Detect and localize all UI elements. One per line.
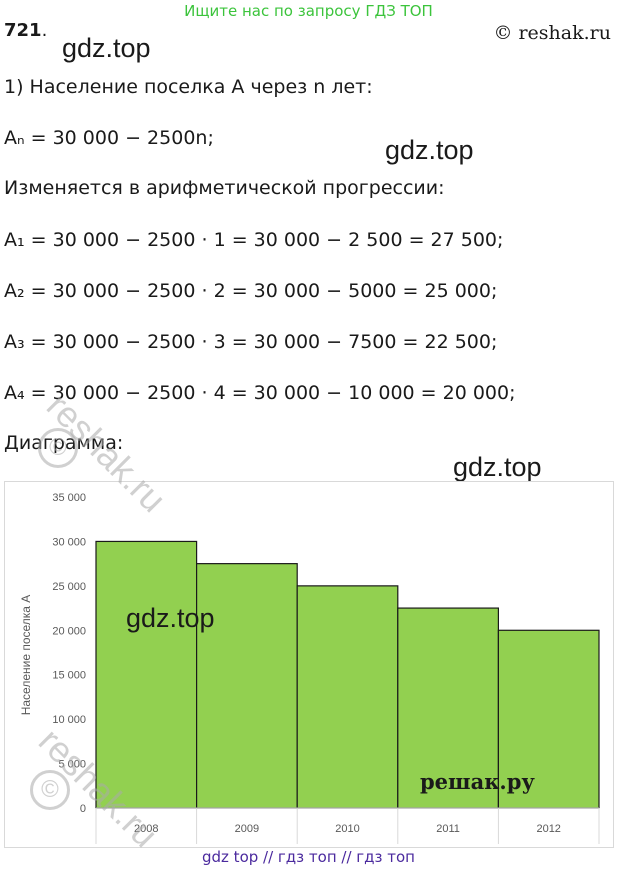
x-tick-label: 2012 — [536, 823, 560, 835]
reshak-ru-watermark: решак.ру — [420, 769, 535, 794]
term-a3: A₃ = 30 000 − 2500 · 3 = 30 000 − 7500 =… — [4, 331, 498, 353]
bar-2010 — [296, 585, 399, 809]
bar-2012 — [497, 629, 600, 809]
task-number: 721. — [4, 20, 47, 41]
reshak-copyright-icon: © — [38, 428, 78, 468]
progression-note: Изменяется в арифметической прогрессии: — [4, 177, 445, 199]
copyright-notice: © reshak.ru — [493, 22, 611, 44]
gdz-watermark: gdz.top — [62, 33, 151, 63]
y-tick-label: 20 000 — [52, 625, 86, 637]
gdz-watermark: gdz.top — [126, 603, 215, 633]
search-banner: Ищите нас по запросу ГДЗ ТОП — [184, 2, 433, 20]
gdz-watermark: gdz.top — [453, 452, 542, 482]
main-formula: Aₙ = 30 000 − 2500n; — [4, 127, 214, 149]
x-tick-label: 2008 — [134, 823, 158, 835]
bar-2009 — [196, 563, 298, 809]
x-tick-label: 2011 — [436, 823, 460, 835]
y-axis-label: Население поселка А — [19, 595, 33, 716]
chart-frame — [4, 481, 614, 848]
footer-links: gdz top // гдз топ // гдз топ — [202, 848, 415, 866]
task-number-value: 721 — [4, 20, 42, 41]
term-a4: A₄ = 30 000 − 2500 · 4 = 30 000 − 10 000… — [4, 382, 516, 404]
bar-2011 — [397, 607, 499, 809]
y-tick-label: 15 000 — [52, 670, 86, 682]
x-tick-label: 2010 — [335, 823, 359, 835]
y-tick-label: 0 — [80, 803, 86, 815]
term-a1: A₁ = 30 000 − 2500 · 1 = 30 000 − 2 500 … — [4, 229, 504, 251]
y-tick-label: 25 000 — [52, 581, 86, 593]
y-tick-label: 5 000 — [58, 759, 86, 771]
x-tick-label: 2009 — [235, 823, 259, 835]
y-tick-label: 10 000 — [52, 714, 86, 726]
task-number-dot: . — [41, 20, 48, 41]
bar-2008 — [95, 540, 198, 809]
y-tick-label: 30 000 — [52, 536, 86, 548]
problem-statement: 1) Население поселка A через n лет: — [4, 76, 373, 98]
reshak-copyright-icon: © — [30, 770, 70, 810]
term-a2: A₂ = 30 000 − 2500 · 2 = 30 000 − 5000 =… — [4, 280, 498, 302]
gdz-watermark: gdz.top — [385, 135, 474, 165]
y-tick-label: 35 000 — [52, 492, 86, 504]
